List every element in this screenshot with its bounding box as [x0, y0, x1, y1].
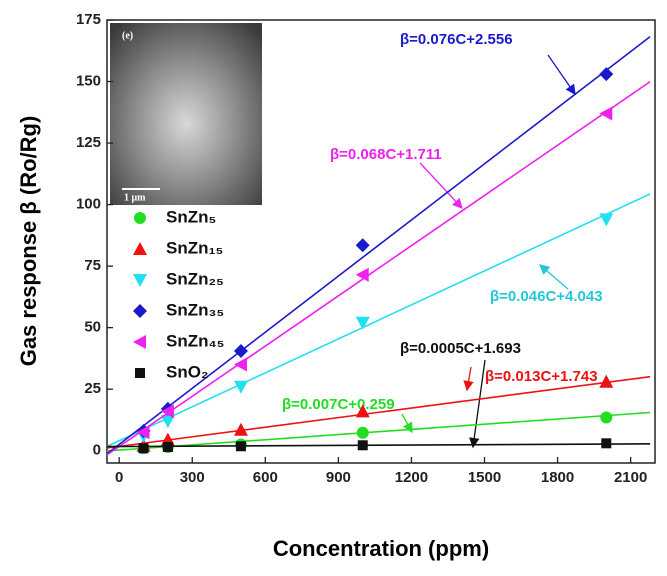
legend-marker — [133, 274, 147, 287]
page: {"chart_data": {"type": "scatter", "xlab… — [0, 0, 667, 576]
x-tick-label: 1800 — [541, 469, 574, 486]
x-tick-label: 1500 — [468, 469, 501, 486]
y-tick-label: 25 — [84, 380, 101, 397]
x-tick-label: 2100 — [614, 469, 647, 486]
y-tick-label: 50 — [84, 319, 101, 336]
legend-marker — [133, 242, 147, 255]
x-tick-label: 600 — [253, 469, 278, 486]
y-tick-label: 175 — [76, 11, 101, 28]
chart: (e) 1 μm Concentration (ppm) Gas respons… — [0, 0, 667, 571]
legend-marker — [134, 212, 146, 224]
point — [599, 107, 612, 121]
fit-label: β=0.068C+1.711 — [330, 146, 442, 163]
inset-image — [110, 23, 262, 205]
inset-panel: (e) — [122, 30, 133, 41]
fit-label: β=0.007C+0.259 — [282, 396, 395, 413]
legend-marker — [135, 368, 145, 378]
x-axis-label: Concentration (ppm) — [273, 536, 489, 561]
fit-label: β=0.013C+1.743 — [485, 368, 598, 385]
y-tick-label: 150 — [76, 72, 101, 89]
legend-marker — [133, 335, 146, 349]
y-tick-label: 100 — [76, 196, 101, 213]
point — [599, 67, 613, 81]
y-axis-label: Gas response β (Ro/Rg) — [16, 116, 41, 367]
point — [357, 427, 369, 439]
point — [236, 441, 246, 451]
fit-label: β=0.046C+4.043 — [490, 288, 603, 305]
y-tick-label: 125 — [76, 134, 101, 151]
point — [600, 411, 612, 423]
point — [163, 442, 173, 452]
fit-line — [107, 377, 650, 448]
fit-label: β=0.0005C+1.693 — [400, 340, 521, 357]
legend-label: SnZn₄₅ — [166, 331, 224, 350]
point — [599, 213, 613, 226]
x-tick-label: 900 — [326, 469, 351, 486]
point — [358, 440, 368, 450]
legend-label: SnZn₂₅ — [166, 269, 224, 288]
y-tick-label: 75 — [84, 257, 101, 274]
legend-marker — [133, 304, 147, 318]
legend-label: SnZn₃₅ — [166, 300, 224, 319]
point — [356, 238, 370, 252]
x-tick-label: 1200 — [395, 469, 428, 486]
legend-label: SnZn₅ — [166, 207, 216, 226]
legend-label: SnZn₁₅ — [166, 238, 223, 257]
point — [139, 443, 149, 453]
inset-scale: 1 μm — [124, 192, 146, 203]
y-tick-label: 0 — [93, 442, 101, 459]
x-tick-label: 0 — [115, 469, 123, 486]
fit-label: β=0.076C+2.556 — [400, 31, 513, 48]
point — [601, 438, 611, 448]
point — [356, 317, 370, 330]
point — [234, 358, 247, 372]
legend-label: SnO₂ — [166, 362, 209, 381]
x-tick-label: 300 — [180, 469, 205, 486]
